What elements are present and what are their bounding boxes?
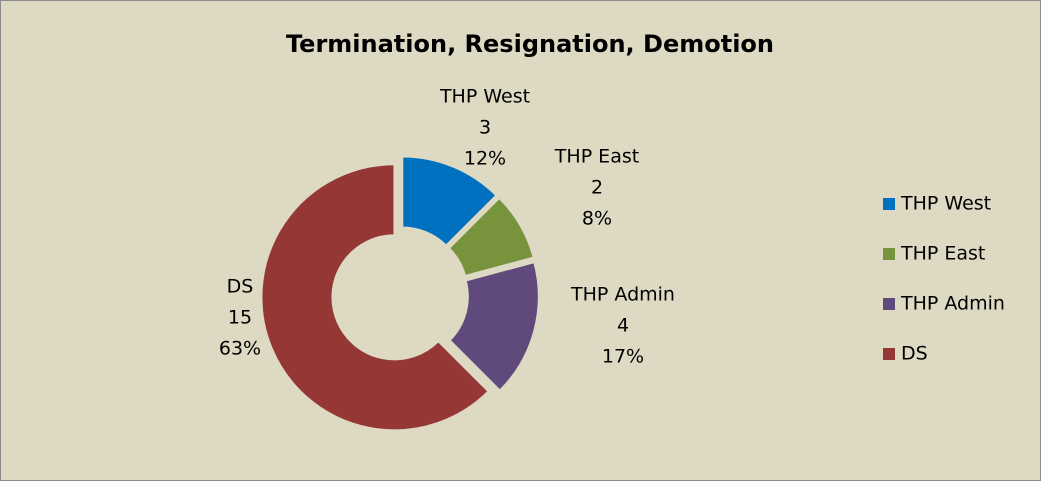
data-label-category: THP West bbox=[439, 86, 530, 108]
donut-slice bbox=[401, 155, 498, 248]
legend-label: THP East bbox=[900, 243, 985, 265]
legend-swatch bbox=[883, 298, 895, 310]
data-label-value: 15 bbox=[228, 307, 252, 329]
donut-slice bbox=[260, 163, 490, 432]
data-label-percent: 63% bbox=[219, 338, 261, 360]
legend-label: THP Admin bbox=[900, 293, 1005, 315]
chart-title: Termination, Resignation, Demotion bbox=[286, 30, 774, 58]
data-label-value: 3 bbox=[479, 117, 491, 139]
legend-label: DS bbox=[901, 343, 928, 365]
data-label-percent: 12% bbox=[464, 148, 506, 170]
donut-slice bbox=[447, 196, 535, 278]
data-label-category: THP East bbox=[554, 146, 639, 168]
data-label-category: THP Admin bbox=[570, 284, 675, 306]
legend-swatch bbox=[883, 198, 895, 210]
data-label-category: DS bbox=[227, 276, 254, 298]
legend-label: THP West bbox=[900, 193, 991, 215]
data-label-value: 4 bbox=[617, 315, 629, 337]
donut-slice bbox=[448, 260, 540, 393]
legend-swatch bbox=[883, 248, 895, 260]
legend-swatch bbox=[883, 348, 895, 360]
data-label-percent: 17% bbox=[602, 346, 644, 368]
data-label-value: 2 bbox=[591, 177, 603, 199]
data-label-percent: 8% bbox=[582, 208, 612, 230]
